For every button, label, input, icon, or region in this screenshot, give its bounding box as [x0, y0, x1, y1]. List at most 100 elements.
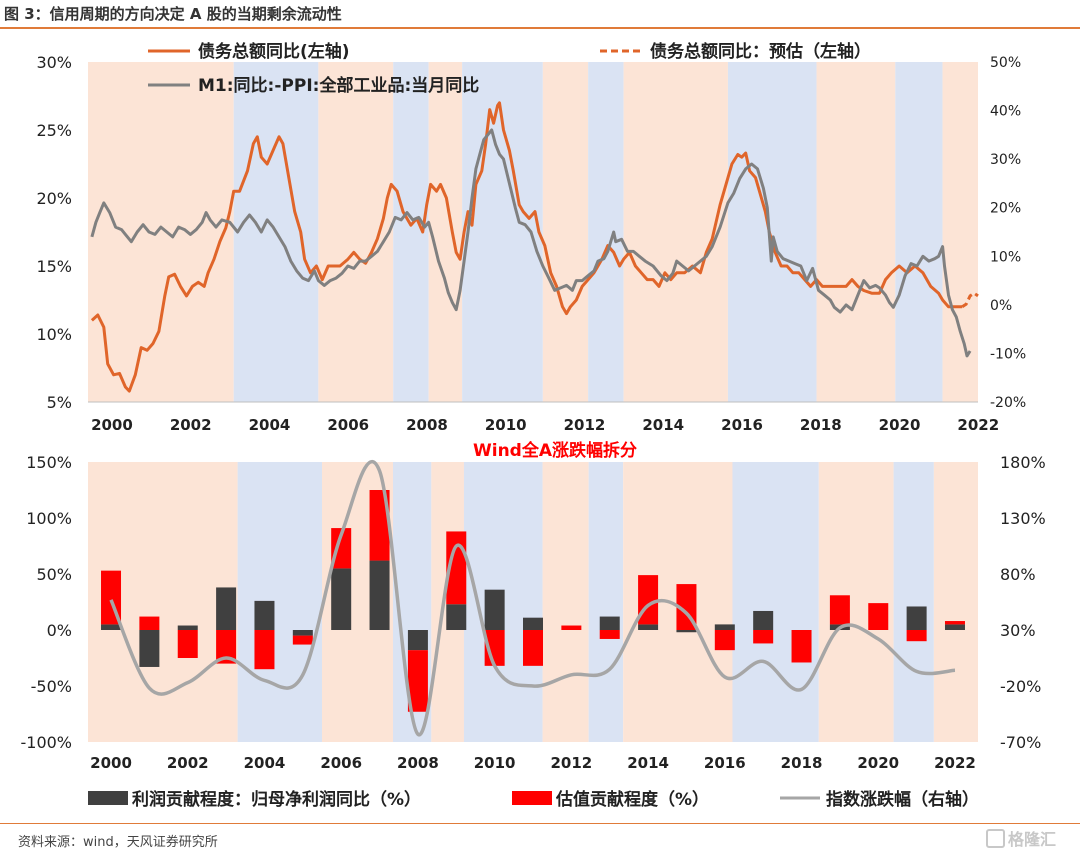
top-x-tick-label: 2010 [485, 416, 527, 434]
bottom-phase-band [237, 462, 323, 742]
top-x-tick-label: 2022 [957, 416, 999, 434]
top-right-tick-label: 50% [990, 55, 1021, 71]
bottom-chart-title: Wind全A涨跌幅拆分 [473, 440, 637, 461]
top-phase-band [588, 62, 624, 402]
top-phase-band [542, 62, 589, 402]
top-phase-band [428, 62, 463, 402]
profit-bar [331, 568, 352, 630]
bottom-x-tick-label: 2008 [397, 754, 439, 772]
profit-bar [139, 630, 160, 667]
profit-bar [177, 625, 198, 630]
index-change-line [109, 460, 956, 736]
top-right-tick-label: 40% [990, 104, 1021, 120]
top-left-tick-label: 15% [36, 257, 72, 276]
figure-title: 图 3：信用周期的方向决定 A 股的当期剩余流动性 [4, 5, 342, 23]
bottom-x-tick-label: 2012 [550, 754, 592, 772]
profit-bar [753, 610, 774, 630]
top-x-tick-label: 2014 [642, 416, 684, 434]
chart-canvas: 5% 10% 15% 20% 25% 30% -20% -10% 0% 10% 20% 30% 40% 5… [20, 41, 1045, 810]
bottom-x-tick-label: 2016 [704, 754, 746, 772]
bottom-x-tick-label: 2000 [90, 754, 132, 772]
top-x-tick-label: 2002 [170, 416, 212, 434]
top-left-tick-label: 5% [47, 393, 72, 412]
valuation-bar [753, 630, 774, 644]
legend-debt-label: 债务总额同比(左轴) [198, 41, 350, 62]
bottom-series [101, 460, 965, 736]
profit-bar [216, 587, 237, 630]
debt-growth-line [90, 101, 963, 393]
valuation-bar [829, 595, 850, 625]
valuation-bar [331, 528, 352, 569]
top-left-tick-label: 25% [36, 121, 72, 140]
top-phase-band [88, 62, 234, 402]
bottom-legend: 利润贡献程度：归母净利润同比（%） 估值贡献程度（%） 指数涨跌幅（右轴） [88, 789, 979, 810]
bottom-left-tick-label: 100% [26, 509, 72, 528]
bottom-phase-band [893, 462, 934, 742]
top-right-tick-label: -10% [990, 346, 1026, 362]
legend-forecast-label: 债务总额同比：预估（左轴） [650, 41, 871, 62]
profit-bar [523, 617, 543, 630]
valuation-bar [292, 635, 313, 645]
bottom-x-tick-label: 2002 [167, 754, 209, 772]
legend-valuation-swatch [512, 791, 552, 805]
profit-bar [369, 560, 390, 630]
top-x-tick-label: 2000 [91, 416, 133, 434]
top-phase-band [942, 62, 978, 402]
valuation-bar [523, 630, 543, 666]
top-phase-band [895, 62, 943, 402]
bottom-x-tick-label: 2022 [934, 754, 976, 772]
top-x-tick-label: 2020 [879, 416, 921, 434]
bottom-right-tick-label: 130% [1000, 509, 1046, 528]
bottom-x-tick-label: 2020 [857, 754, 899, 772]
profit-bar [254, 600, 275, 630]
top-phase-band [816, 62, 896, 402]
legend-profit-swatch [88, 791, 128, 805]
bottom-axes: -100% -50% 0% 50% 100% 150% -70% -20% 30% 80% 130%… [20, 453, 1045, 772]
valuation-bar [216, 630, 237, 664]
bottom-phase-band [588, 462, 624, 742]
title-rule [0, 27, 1080, 29]
watermark-logo-icon [986, 829, 1005, 848]
valuation-bar [561, 625, 582, 630]
top-series [90, 101, 979, 393]
top-phase-band [727, 62, 817, 402]
valuation-bar [369, 490, 390, 561]
valuation-bar [714, 630, 735, 651]
watermark: 格隆汇 [986, 826, 1056, 850]
bottom-phase-band [933, 462, 978, 742]
top-axes: 5% 10% 15% 20% 25% 30% -20% -10% 0% 10% 20% 30% 40% 5… [36, 53, 1026, 434]
bottom-x-tick-label: 2018 [781, 754, 823, 772]
top-x-tick-label: 2018 [800, 416, 842, 434]
top-phase-band [318, 62, 394, 402]
footer-rule [0, 823, 1080, 824]
m1-ppi-line [90, 128, 972, 358]
top-phase-band [623, 62, 728, 402]
bottom-x-tick-label: 2014 [627, 754, 669, 772]
bottom-right-tick-label: 180% [1000, 453, 1046, 472]
profit-bar [944, 624, 965, 630]
valuation-bar [599, 630, 620, 639]
legend-index-label: 指数涨跌幅（右轴） [826, 789, 979, 810]
legend-m1-label: M1:同比:-PPI:全部工业品:当月同比 [198, 75, 479, 96]
top-x-tick-label: 2006 [327, 416, 369, 434]
profit-bar [446, 604, 467, 630]
profit-bar [407, 630, 428, 651]
top-x-tick-label: 2012 [564, 416, 606, 434]
bottom-phase-band [732, 462, 819, 742]
profit-bar [638, 624, 659, 630]
valuation-bar [177, 630, 198, 658]
top-left-tick-label: 20% [36, 189, 72, 208]
profit-bar [676, 630, 697, 633]
source-note: 资料来源：wind，天风证券研究所 [18, 835, 218, 850]
top-right-tick-label: 10% [990, 249, 1021, 265]
profit-bar [101, 624, 122, 630]
top-right-tick-label: 30% [990, 152, 1021, 168]
valuation-bar [407, 650, 428, 712]
top-x-tick-label: 2008 [406, 416, 448, 434]
top-legend: 债务总额同比(左轴) 债务总额同比：预估（左轴） M1:同比:-PPI:全部工业品:… [148, 41, 871, 96]
profit-bar [906, 606, 927, 630]
bottom-phase-band [542, 462, 589, 742]
bottom-right-tick-label: -20% [1000, 677, 1041, 696]
bottom-left-tick-label: 0% [47, 621, 72, 640]
bottom-left-tick-label: 150% [26, 453, 72, 472]
